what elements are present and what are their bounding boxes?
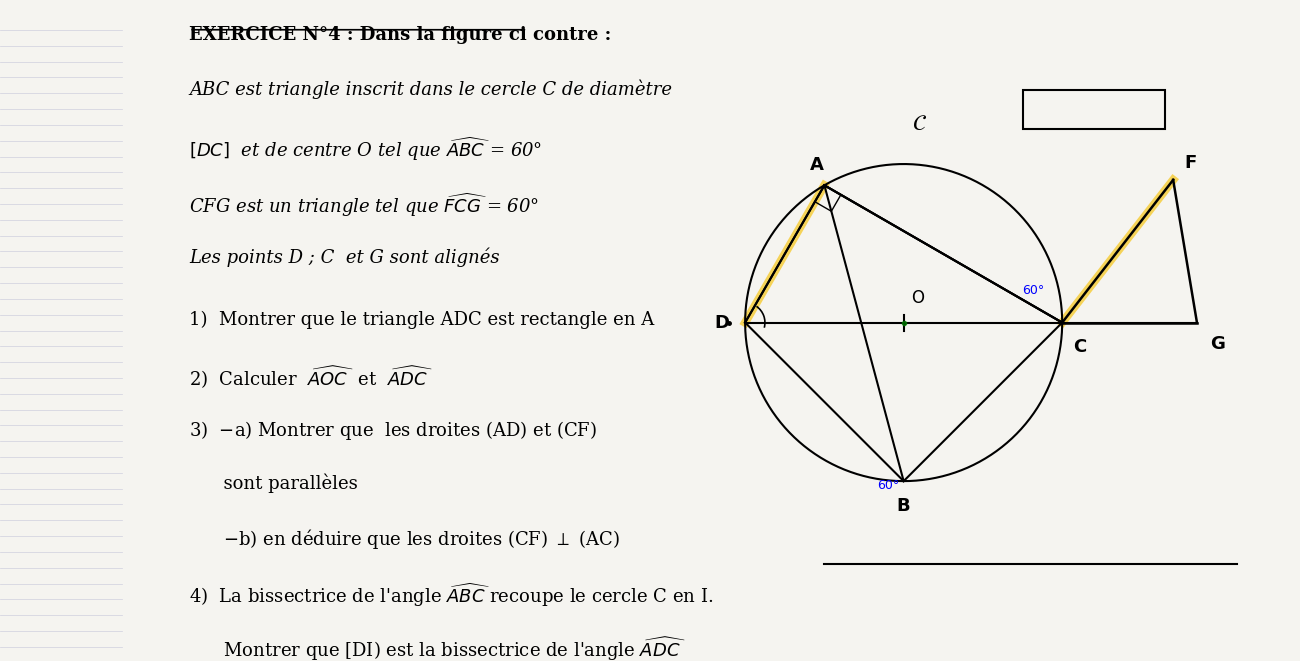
Text: B: B: [897, 497, 910, 515]
Text: 1)  Montrer que le triangle ADC est rectangle en A: 1) Montrer que le triangle ADC est recta…: [190, 311, 654, 329]
Text: C: C: [1074, 338, 1087, 356]
Text: G: G: [1209, 335, 1225, 353]
Bar: [1023, 89, 1165, 129]
Text: 3)  $-$a) Montrer que  les droites (AD) et (CF): 3) $-$a) Montrer que les droites (AD) et…: [190, 419, 597, 442]
Text: $[DC]$  et de centre O tel que $\widehat{ABC}$ = 60°: $[DC]$ et de centre O tel que $\widehat{…: [190, 136, 542, 163]
Text: O: O: [911, 289, 924, 307]
Text: Les points D ; C  et G sont alignés: Les points D ; C et G sont alignés: [190, 248, 500, 268]
Text: $\mathcal{C}$: $\mathcal{C}$: [913, 114, 927, 134]
Text: F: F: [1184, 154, 1196, 172]
Text: sont parallèles: sont parallèles: [190, 473, 358, 493]
Text: $-$b) en déduire que les droites (CF) $\perp$ (AC): $-$b) en déduire que les droites (CF) $\…: [190, 527, 620, 551]
Text: A: A: [810, 156, 823, 175]
Text: ABC est triangle inscrit dans le cercle C de diamètre: ABC est triangle inscrit dans le cercle …: [190, 79, 672, 99]
Text: 60°: 60°: [876, 479, 898, 492]
Text: D: D: [714, 313, 729, 332]
Text: 2)  Calculer  $\widehat{AOC}$  et  $\widehat{ADC}$: 2) Calculer $\widehat{AOC}$ et $\widehat…: [190, 365, 433, 391]
Text: Montrer que [DI) est la bissectrice de l'angle $\widehat{ADC}$: Montrer que [DI) est la bissectrice de l…: [190, 636, 686, 661]
Text: 60°: 60°: [1023, 284, 1045, 297]
Text: EXERCICE N°4 : Dans la figure ci contre :: EXERCICE N°4 : Dans la figure ci contre …: [190, 26, 611, 44]
Text: CFG est un triangle tel que $\widehat{FCG}$ = 60°: CFG est un triangle tel que $\widehat{FC…: [190, 192, 540, 219]
Text: 4)  La bissectrice de l'angle $\widehat{ABC}$ recoupe le cercle C en I.: 4) La bissectrice de l'angle $\widehat{A…: [190, 582, 714, 609]
